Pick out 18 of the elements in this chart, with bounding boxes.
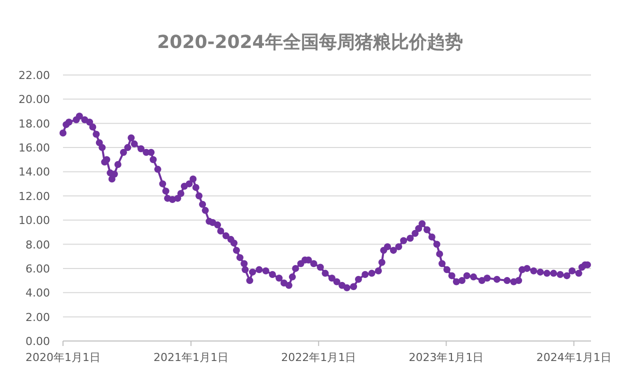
y-tick-label: 20.00 xyxy=(18,93,50,106)
y-tick-label: 12.00 xyxy=(18,190,50,203)
title: 2020-2024年全国每周猪粮比价趋势 xyxy=(157,32,463,53)
x-tick-label: 2024年1月1日 xyxy=(536,351,612,364)
y-tick-label: 18.00 xyxy=(18,117,50,130)
y-tick-label: 22.00 xyxy=(18,69,50,82)
x-tick-label: 2021年1月1日 xyxy=(153,351,228,364)
y-tick-label: 4.00 xyxy=(26,286,50,300)
x-tick-label: 2020年1月1日 xyxy=(26,351,100,364)
y-tick-label: 14.00 xyxy=(18,166,50,179)
x-tick-label: 2023年1月1日 xyxy=(408,351,484,364)
x-tick-label: 2022年1月1日 xyxy=(281,351,356,364)
y-tick-label: 6.00 xyxy=(26,262,50,276)
y-tick-label: 2.00 xyxy=(26,310,50,324)
y-tick-label: 10.00 xyxy=(18,214,50,228)
y-tick-label: 8.00 xyxy=(26,238,50,252)
y-tick-label: 0.00 xyxy=(26,335,50,348)
y-tick-label: 16.00 xyxy=(18,142,50,155)
